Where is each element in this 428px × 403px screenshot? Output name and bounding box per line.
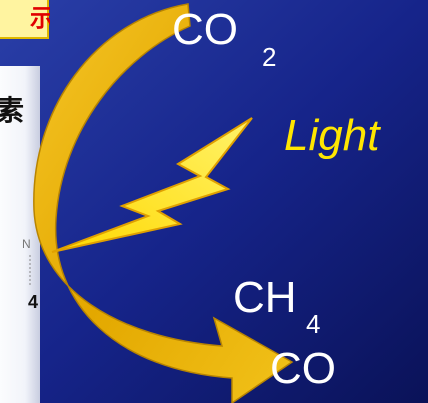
ch4-subscript: 4 <box>306 309 320 339</box>
side-panel <box>0 66 40 403</box>
ch4-label: CH <box>233 273 297 322</box>
tag-text: 示 <box>30 4 54 32</box>
co2-label: CO <box>172 5 238 54</box>
lightning-bolt <box>51 117 253 253</box>
panel-sub: 4 <box>28 292 38 312</box>
curved-arrow <box>33 3 294 403</box>
light-label: Light <box>284 111 381 160</box>
panel-atom: N <box>22 237 31 251</box>
co2-subscript: 2 <box>262 42 276 72</box>
tag-box <box>0 0 49 39</box>
co-label: CO <box>270 344 336 393</box>
panel-char: 素 <box>0 94 24 127</box>
